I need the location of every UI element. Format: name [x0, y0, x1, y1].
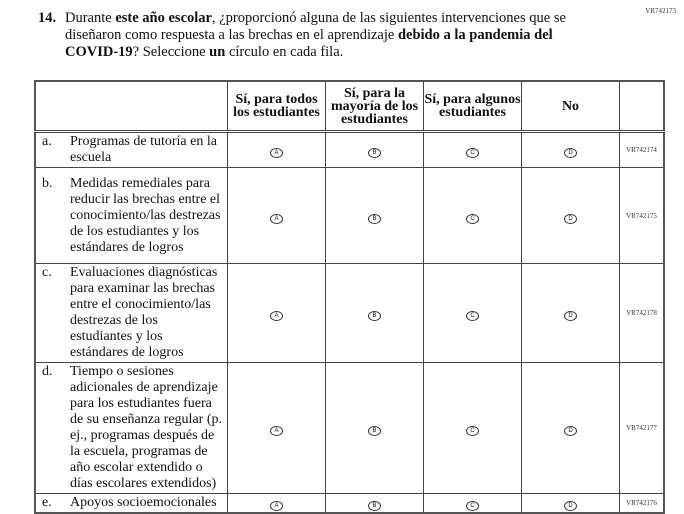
- row-code: VR742178: [619, 263, 665, 363]
- option-cell: B: [325, 362, 424, 494]
- row-item: b. Medidas remediales para reducir las br…: [34, 167, 228, 264]
- option-cell: A: [227, 362, 326, 494]
- radio-option-b[interactable]: B: [368, 213, 381, 224]
- row-label: b.: [42, 175, 53, 191]
- radio-option-d[interactable]: D: [564, 311, 577, 321]
- question-text: Durante este año escolar, ¿proporcionó a…: [65, 10, 598, 61]
- row-label: c.: [42, 265, 52, 280]
- question-text-part: , ¿proporcionó alguna de las siguientes …: [65, 10, 566, 43]
- option-cell: A: [227, 131, 326, 168]
- row-label: e.: [42, 495, 52, 510]
- table-row: c. Evaluaciones diagnósticas para examina…: [34, 263, 665, 363]
- option-cell: D: [521, 362, 620, 494]
- question-text-part: este año escolar: [115, 10, 212, 26]
- row-code: VR742176: [619, 493, 665, 514]
- radio-option-c[interactable]: C: [466, 213, 479, 224]
- question-text-part: círculo en cada fila.: [225, 44, 344, 60]
- option-cell: D: [521, 493, 620, 514]
- question-text-part: un: [209, 44, 226, 60]
- radio-option-a[interactable]: A: [270, 148, 283, 158]
- row-item: a. Programas de tutoría en la escuela: [34, 131, 228, 168]
- radio-option-d[interactable]: D: [564, 426, 577, 436]
- radio-option-a[interactable]: A: [270, 426, 283, 436]
- option-cell: D: [521, 263, 620, 363]
- row-text: Programas de tutoría en la escuela: [70, 134, 217, 165]
- option-cell: B: [325, 131, 424, 168]
- option-cell: B: [325, 167, 424, 264]
- option-cell: C: [423, 362, 522, 494]
- radio-option-c[interactable]: C: [466, 311, 479, 321]
- radio-option-d[interactable]: D: [564, 148, 577, 158]
- option-cell: C: [423, 167, 522, 264]
- option-cell: D: [521, 167, 620, 264]
- question: 14. Durante este año escolar, ¿proporcio…: [38, 10, 598, 61]
- radio-option-a[interactable]: A: [270, 501, 283, 511]
- table-row: d. Tiempo o sesiones adicionales de apren…: [34, 362, 665, 494]
- row-item: c. Evaluaciones diagnósticas para examina…: [34, 263, 228, 363]
- row-text: Apoyos socioemocionales: [70, 495, 217, 510]
- response-grid: Sí, para todos los estudiantes Sí, para l…: [34, 80, 665, 514]
- question-text-part: ? Seleccione: [132, 44, 210, 60]
- column-header: Sí, para la mayoría de los estudiantes: [325, 80, 424, 133]
- option-cell: A: [227, 263, 326, 363]
- column-header: No: [521, 80, 620, 133]
- header-code-blank: [619, 80, 665, 133]
- row-label: d.: [42, 364, 53, 379]
- option-cell: B: [325, 493, 424, 514]
- header-blank: [34, 80, 228, 133]
- row-code: VR742177: [619, 362, 665, 494]
- radio-option-d[interactable]: D: [564, 501, 577, 511]
- radio-option-a[interactable]: A: [270, 311, 283, 321]
- radio-option-d[interactable]: D: [564, 213, 577, 224]
- table-row: b. Medidas remediales para reducir las br…: [34, 167, 665, 264]
- question-id: VR742173: [645, 7, 676, 15]
- question-text-part: debido a la pandemia del COVID-19: [65, 27, 553, 60]
- radio-option-c[interactable]: C: [466, 148, 479, 158]
- row-item: e. Apoyos socioemocionales: [34, 493, 228, 514]
- row-text: Medidas remediales para reducir las brec…: [70, 175, 221, 255]
- radio-option-b[interactable]: B: [368, 426, 381, 436]
- table-row: e. Apoyos socioemocionales A B C D VR742176: [34, 493, 665, 514]
- radio-option-b[interactable]: B: [368, 148, 381, 158]
- option-cell: A: [227, 493, 326, 514]
- option-cell: C: [423, 493, 522, 514]
- row-label: a.: [42, 134, 52, 149]
- row-item: d. Tiempo o sesiones adicionales de apren…: [34, 362, 228, 494]
- question-number: 14.: [38, 10, 57, 26]
- radio-option-c[interactable]: C: [466, 426, 479, 436]
- question-text-part: Durante: [65, 10, 116, 26]
- option-cell: C: [423, 263, 522, 363]
- option-cell: C: [423, 131, 522, 168]
- row-code: VR742174: [619, 131, 665, 168]
- row-text: Tiempo o sesiones adicionales de aprendi…: [70, 364, 222, 491]
- option-cell: B: [325, 263, 424, 363]
- row-text: Evaluaciones diagnósticas para examinar …: [70, 265, 218, 360]
- radio-option-a[interactable]: A: [270, 213, 283, 224]
- option-cell: D: [521, 131, 620, 168]
- radio-option-b[interactable]: B: [368, 311, 381, 321]
- radio-option-c[interactable]: C: [466, 501, 479, 511]
- column-header: Sí, para algunos estudiantes: [423, 80, 522, 133]
- row-code: VR742175: [619, 167, 665, 264]
- table-row: a. Programas de tutoría en la escuela A B C D…: [34, 131, 665, 168]
- radio-option-b[interactable]: B: [368, 501, 381, 511]
- column-header: Sí, para todos los estudiantes: [227, 80, 326, 133]
- option-cell: A: [227, 167, 326, 264]
